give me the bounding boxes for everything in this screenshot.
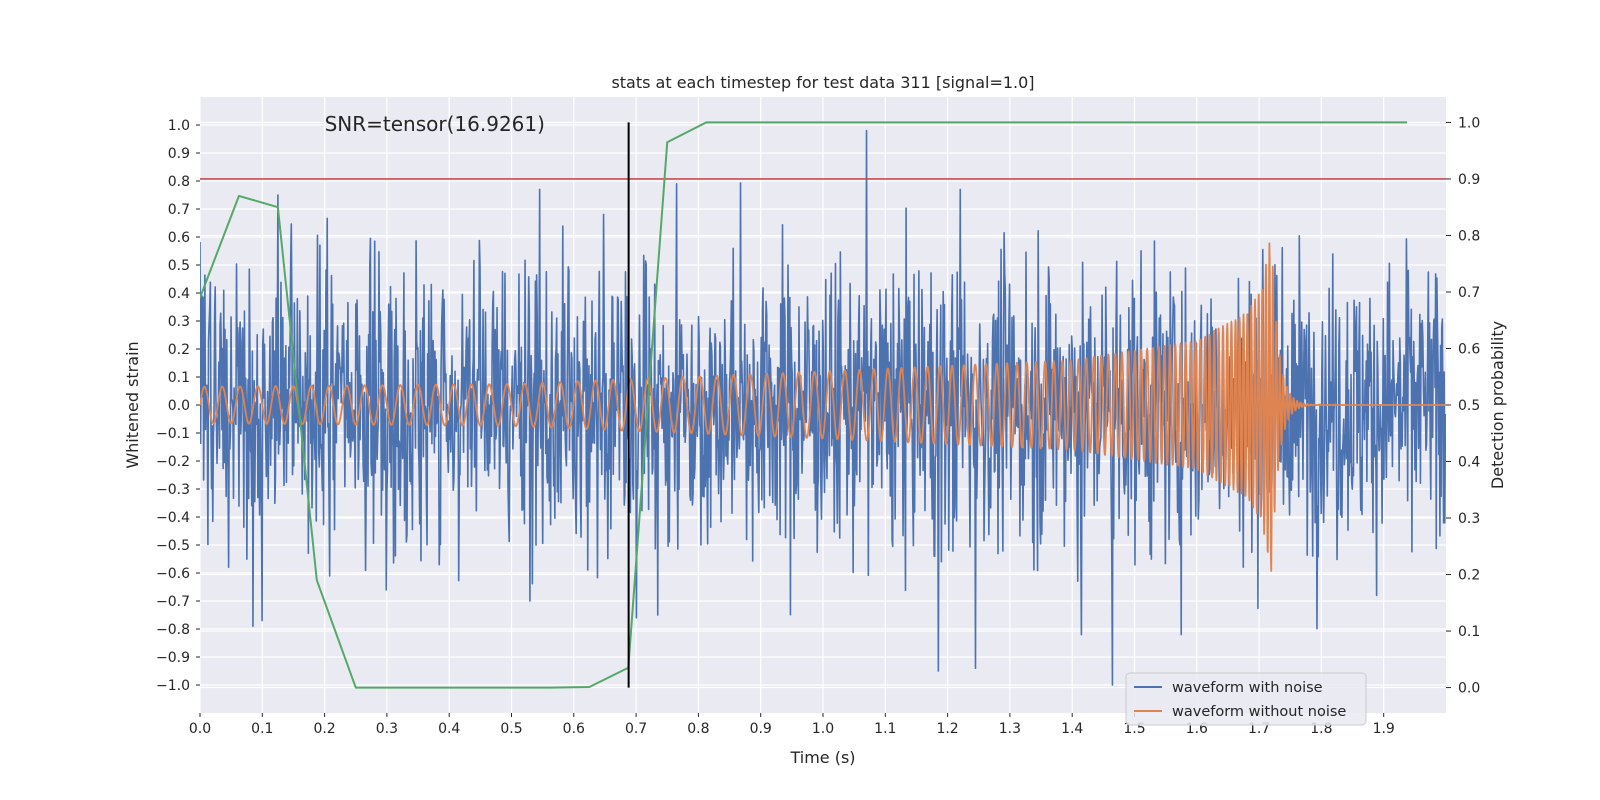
y-right-tick-label: 0.2 (1458, 568, 1480, 584)
y-tick-label: −1.0 (156, 678, 190, 694)
y-axis-right-label: Detection probability (1488, 321, 1507, 489)
x-tick-label: 1.3 (999, 721, 1021, 737)
x-tick-label: 0.5 (500, 721, 522, 737)
y-right-tick-label: 0.5 (1458, 398, 1480, 414)
x-tick-label: 0.3 (376, 721, 398, 737)
y-tick-label: −0.3 (156, 482, 190, 498)
y-tick-label: 0.2 (168, 342, 190, 358)
y-right-tick-label: 0.0 (1458, 681, 1480, 697)
series-layer (200, 121, 1446, 689)
x-axis-label: Time (s) (789, 748, 855, 767)
y-tick-label: −0.6 (156, 566, 190, 582)
series-waveform-without-noise (200, 242, 1446, 572)
legend: waveform with noise waveform without noi… (1125, 672, 1367, 726)
y-tick-label: 0.5 (168, 258, 190, 274)
x-tick-label: 1.0 (812, 721, 834, 737)
x-tick-label: 1.4 (1061, 721, 1083, 737)
chart-title: stats at each timestep for test data 311… (611, 73, 1034, 92)
y-tick-label: 0.0 (168, 398, 190, 414)
x-tick-label: 0.7 (625, 721, 647, 737)
x-tick-label: 1.1 (874, 721, 896, 737)
legend-box (1125, 672, 1367, 726)
x-tick-label: 0.8 (687, 721, 709, 737)
y-tick-label: 0.3 (168, 314, 190, 330)
y-right-tick-label: 0.9 (1458, 172, 1480, 188)
y-right-tick-label: 1.0 (1458, 115, 1480, 131)
x-tick-label: 0.2 (313, 721, 335, 737)
x-tick-label: 0.0 (189, 721, 211, 737)
y-tick-label: 0.8 (168, 174, 190, 190)
y-tick-label: 0.1 (168, 370, 190, 386)
legend-label-waveform-with-noise: waveform with noise (1172, 680, 1323, 696)
y-axis-label: Whitened strain (123, 341, 142, 468)
y-tick-label: 0.6 (168, 230, 190, 246)
y-right-tick-label: 0.1 (1458, 624, 1480, 640)
y-tick-label: −0.9 (156, 650, 190, 666)
series-detection-probability (200, 121, 1408, 689)
y-tick-label: −0.1 (156, 426, 190, 442)
y-tick-label: 0.4 (168, 286, 190, 302)
legend-label-waveform-without-noise: waveform without noise (1172, 704, 1346, 720)
y-tick-label: −0.2 (156, 454, 190, 470)
series-waveform-with-noise (200, 129, 1446, 686)
x-tick-label: 1.9 (1373, 721, 1395, 737)
x-tick-label: 1.2 (936, 721, 958, 737)
y-tick-label: −0.7 (156, 594, 190, 610)
y-right-tick-label: 0.3 (1458, 511, 1480, 527)
y-right-tick-label: 0.7 (1458, 285, 1480, 301)
x-tick-label: 0.6 (563, 721, 585, 737)
y-tick-label: 0.9 (168, 146, 190, 162)
y-tick-label: −0.5 (156, 538, 190, 554)
x-tick-label: 0.4 (438, 721, 460, 737)
y-right-tick-label: 0.8 (1458, 228, 1480, 244)
y-tick-label: −0.4 (156, 510, 190, 526)
x-tick-label: 0.9 (750, 721, 772, 737)
y-tick-label: 0.7 (168, 202, 190, 218)
snr-annotation: SNR=tensor(16.9261) (325, 112, 545, 136)
y-tick-label: −0.8 (156, 622, 190, 638)
axes: 0.0 0.1 0.2 0.3 0.4 0.5 0.6 0.7 0.8 0.9 1.0 1.1 1.2 1… (156, 115, 1480, 737)
y-tick-label: 1.0 (168, 118, 190, 134)
y-right-tick-label: 0.4 (1458, 455, 1480, 471)
x-tick-label: 0.1 (251, 721, 273, 737)
y-right-tick-label: 0.6 (1458, 341, 1480, 357)
